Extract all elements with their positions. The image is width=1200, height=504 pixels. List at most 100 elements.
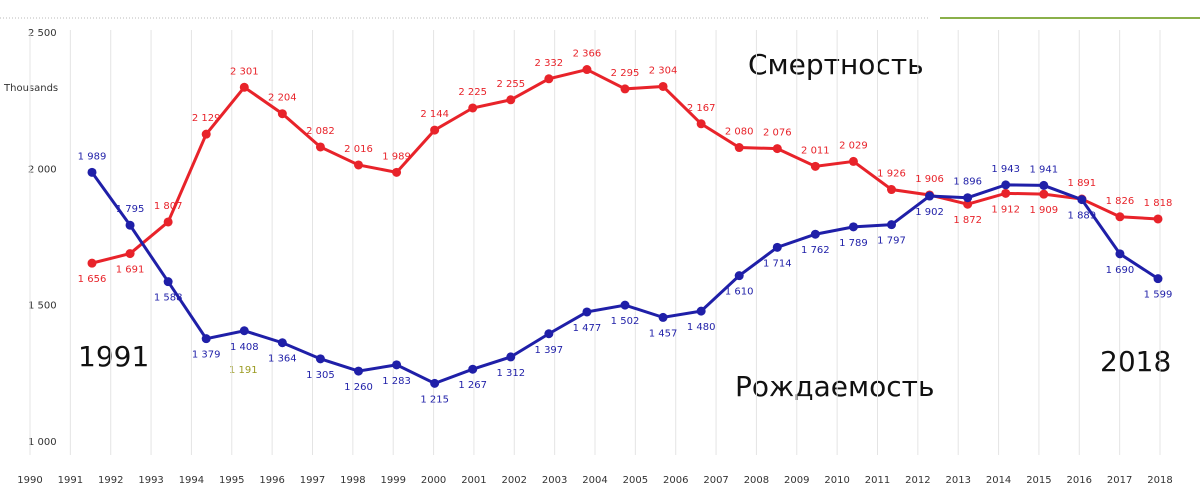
x-tick-label: 1995: [219, 475, 244, 486]
value-label: 1 477: [573, 323, 602, 334]
point: [239, 82, 249, 92]
value-label: 2 129: [192, 113, 221, 124]
point: [810, 229, 820, 239]
x-tick-label: 2014: [986, 475, 1011, 486]
value-label: 1 896: [953, 177, 982, 188]
x-tick-label: 2004: [582, 475, 607, 486]
point: [430, 378, 440, 388]
value-label: 2 304: [649, 65, 678, 76]
x-tick-label: 2006: [663, 475, 688, 486]
point: [430, 125, 440, 135]
point: [392, 360, 402, 370]
point: [658, 81, 668, 91]
point: [658, 312, 668, 322]
x-tick-label: 1990: [17, 475, 42, 486]
value-label: 1 989: [78, 151, 107, 162]
x-tick-label: 2003: [542, 475, 567, 486]
value-label: 1 818: [1144, 198, 1173, 209]
x-tick-label: 2002: [502, 475, 527, 486]
point: [201, 129, 211, 139]
x-tick-label: 2000: [421, 475, 446, 486]
value-label: 1 379: [192, 350, 221, 361]
value-label: 2 366: [573, 49, 602, 60]
point: [1115, 212, 1125, 222]
point: [620, 300, 630, 310]
point: [1153, 214, 1163, 224]
point: [544, 329, 554, 339]
x-tick-label: 2008: [744, 475, 769, 486]
point: [315, 354, 325, 364]
y-tick-label: 2 500: [28, 28, 57, 39]
point: [810, 161, 820, 171]
point: [468, 364, 478, 374]
point: [1001, 188, 1011, 198]
point: [772, 242, 782, 252]
value-label: 1 599: [1144, 290, 1173, 301]
value-label: 2 082: [306, 126, 335, 137]
value-label: 1 941: [1029, 164, 1058, 175]
point: [354, 160, 363, 170]
point: [163, 217, 173, 227]
point: [925, 191, 935, 201]
value-label: 1 588: [154, 293, 183, 304]
x-tick-label: 2015: [1026, 475, 1051, 486]
value-label: 1 926: [877, 169, 906, 180]
value-label: 2 080: [725, 127, 754, 138]
value-label: 1 312: [496, 368, 525, 379]
value-label: 2 144: [420, 109, 449, 120]
value-label: 1 480: [687, 322, 716, 333]
y-tick-label: 1 000: [28, 437, 57, 448]
value-label: 1 891: [1068, 178, 1097, 189]
value-label: 2 255: [496, 79, 525, 90]
value-label: 1 305: [306, 370, 335, 381]
point: [887, 220, 896, 230]
value-label: 1 364: [268, 354, 297, 365]
value-label: 1 989: [382, 151, 411, 162]
value-label: 2 301: [230, 66, 259, 77]
point: [506, 95, 516, 105]
x-tick-label: 1991: [58, 475, 83, 486]
point: [87, 258, 97, 268]
value-label: 1 789: [839, 238, 868, 249]
x-tick-label: 2005: [623, 475, 648, 486]
value-label: 1 795: [116, 204, 145, 215]
point: [696, 119, 706, 129]
value-label: 1 397: [535, 345, 564, 356]
point: [1115, 249, 1125, 259]
value-label: 1 902: [915, 207, 944, 218]
series-label: Рождаемость: [735, 370, 934, 403]
point: [848, 156, 858, 166]
x-tick-label: 2017: [1107, 475, 1132, 486]
value-label: 1 797: [877, 236, 906, 247]
annotation: 1 191: [229, 365, 258, 376]
point: [354, 366, 363, 376]
value-label: 1 502: [611, 316, 640, 327]
annotation: 2018: [1100, 345, 1171, 378]
point: [582, 65, 592, 75]
point: [1039, 189, 1049, 199]
point: [125, 249, 135, 259]
point: [1039, 180, 1049, 190]
x-tick-label: 2011: [865, 475, 890, 486]
x-tick-label: 1992: [98, 475, 123, 486]
value-label: 2 076: [763, 128, 792, 139]
value-label: 1 889: [1068, 211, 1097, 222]
value-label: 1 762: [801, 245, 830, 256]
value-label: 2 204: [268, 93, 297, 104]
point: [620, 84, 630, 94]
value-label: 1 909: [1029, 205, 1058, 216]
x-tick-label: 2007: [703, 475, 728, 486]
value-label: 2 167: [687, 103, 716, 114]
point: [315, 142, 325, 152]
x-tick-label: 2001: [461, 475, 486, 486]
point: [848, 222, 858, 232]
value-label: 1 691: [116, 265, 145, 276]
value-label: 2 225: [458, 87, 487, 98]
y-axis-label: Thousands: [3, 83, 58, 94]
x-tick-label: 2009: [784, 475, 809, 486]
point: [963, 193, 973, 203]
value-label: 2 011: [801, 145, 830, 156]
value-label: 1 714: [763, 258, 792, 269]
value-label: 1 408: [230, 342, 259, 353]
point: [696, 306, 706, 316]
